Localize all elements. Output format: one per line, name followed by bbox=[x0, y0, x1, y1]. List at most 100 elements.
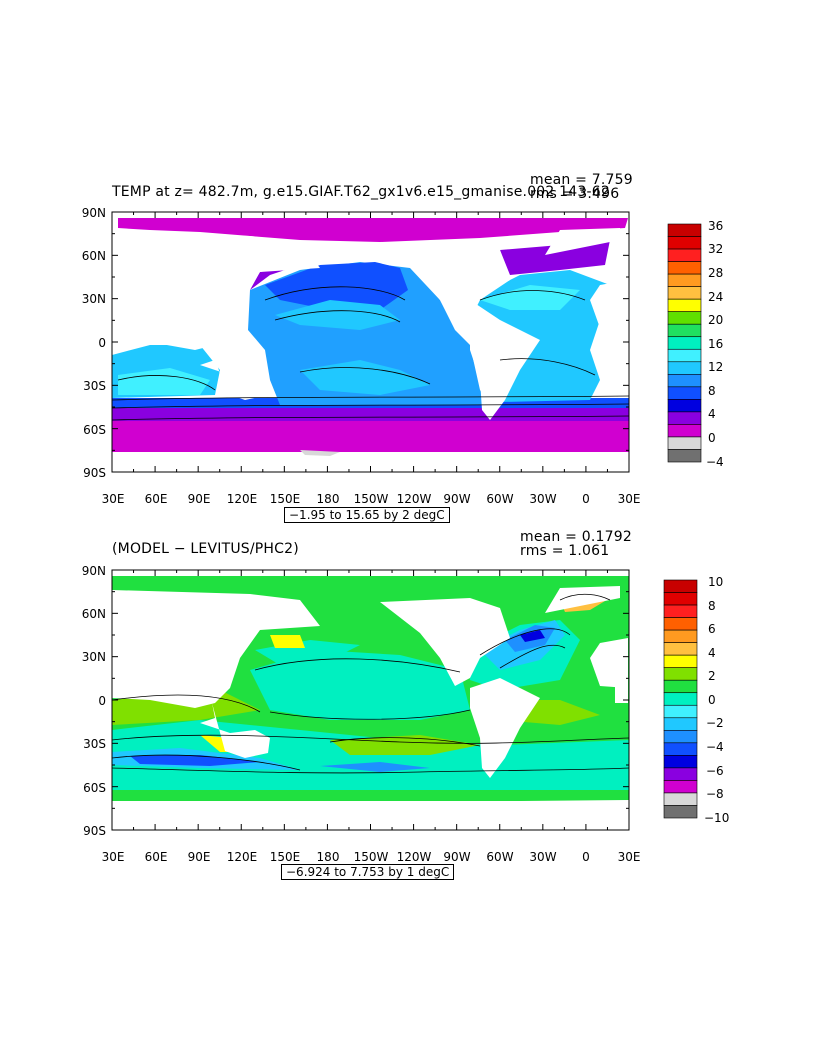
colorbar-swatch bbox=[667, 386, 702, 400]
panel1-lon-label: 120E bbox=[226, 492, 258, 506]
colorbar-swatch bbox=[663, 667, 698, 681]
colorbar-swatch bbox=[667, 286, 702, 300]
panel2-lon-label: 30E bbox=[617, 850, 641, 864]
panel2-lon-label: 60E bbox=[144, 850, 168, 864]
panel2-cyan-pacific bbox=[250, 650, 470, 720]
colorbar-label: −4 bbox=[706, 455, 724, 469]
panel2-lon-label: 120W bbox=[396, 850, 432, 864]
colorbar-swatch bbox=[663, 704, 698, 719]
panel1-lat-label: 30S bbox=[83, 379, 106, 393]
colorbar-label: −6 bbox=[706, 764, 724, 778]
colorbar-swatch bbox=[663, 805, 698, 819]
panel1-lon-label: 150W bbox=[353, 492, 389, 506]
colorbar-swatch bbox=[667, 311, 702, 325]
colorbar-swatch bbox=[667, 411, 702, 425]
panel1-lon-label: 30W bbox=[529, 492, 557, 506]
colorbar-swatch bbox=[667, 223, 702, 237]
panel1-lon-label: 90W bbox=[443, 492, 471, 506]
panel1-contour-info: −1.95 to 15.65 by 2 degC bbox=[284, 507, 450, 523]
colorbar-swatch bbox=[663, 692, 698, 706]
panel1-lat-label: 30N bbox=[81, 292, 106, 306]
colorbar-label: −4 bbox=[706, 740, 724, 754]
panel1-lon-label: 30E bbox=[617, 492, 641, 506]
colorbar-swatch bbox=[667, 298, 702, 312]
colorbar-swatch bbox=[667, 449, 702, 463]
panel1-arctic bbox=[118, 218, 628, 242]
panel1-lat-label: 90N bbox=[81, 206, 106, 220]
colorbar-label: 0 bbox=[708, 431, 716, 445]
colorbar-label: 24 bbox=[708, 290, 724, 304]
colorbar-label: 16 bbox=[708, 337, 724, 351]
colorbar-label: −10 bbox=[704, 811, 730, 825]
panel2-lon-label: 120E bbox=[226, 850, 258, 864]
panel1-contours bbox=[111, 286, 630, 421]
axis-ticks bbox=[111, 211, 630, 831]
panel2-mean: mean = 0.1792 bbox=[520, 529, 632, 545]
colorbar-swatch bbox=[667, 424, 702, 438]
panel2-antarctica bbox=[112, 800, 629, 830]
panel2-contour-info: −6.924 to 7.753 by 1 degC bbox=[281, 864, 455, 880]
colorbar-swatch bbox=[663, 730, 698, 744]
panel1-colorbar bbox=[667, 223, 702, 463]
colorbar-label: 8 bbox=[708, 384, 716, 398]
colorbar-label: 10 bbox=[708, 575, 724, 589]
colorbar-swatch bbox=[667, 261, 702, 275]
panel1-lon-label: 60W bbox=[486, 492, 514, 506]
panel2-contours bbox=[111, 593, 630, 774]
panel1-land bbox=[112, 228, 628, 420]
colorbar-swatch bbox=[667, 436, 702, 450]
colorbar-swatch bbox=[667, 399, 702, 413]
panel1-lon-label: 90E bbox=[187, 492, 211, 506]
panel2-lon-label: 150E bbox=[269, 850, 301, 864]
colorbar-swatch bbox=[663, 742, 698, 756]
colorbar-swatch bbox=[663, 792, 698, 806]
colorbar-label: 12 bbox=[708, 360, 724, 374]
colorbar-swatch bbox=[663, 629, 698, 643]
colorbar-label: 4 bbox=[708, 646, 716, 660]
panel2-lon-label: 30E bbox=[101, 850, 125, 864]
panel2-lon-label: 0 bbox=[582, 850, 590, 864]
colorbar-label: 28 bbox=[708, 266, 724, 280]
panel2-title: (MODEL − LEVITUS/PHC2) bbox=[112, 541, 299, 557]
panel1-lon-label: 0 bbox=[582, 492, 590, 506]
panel2-lon-label: 60W bbox=[486, 850, 514, 864]
colorbar-swatch bbox=[663, 679, 698, 694]
colorbar-label: 4 bbox=[708, 407, 716, 421]
panel1-lat-label: 0 bbox=[98, 336, 106, 350]
colorbar-swatch bbox=[667, 361, 702, 375]
panel1-lon-label: 60E bbox=[144, 492, 168, 506]
panel2-lat-label: 60S bbox=[83, 781, 106, 795]
colorbar-label: 6 bbox=[708, 622, 716, 636]
colorbar-swatch bbox=[663, 604, 698, 618]
panel2-land bbox=[112, 586, 628, 778]
colorbar-label: 36 bbox=[708, 219, 724, 233]
panel2-lat-label: 0 bbox=[98, 694, 106, 708]
panel2-lat-label: 30N bbox=[81, 650, 106, 664]
colorbar-swatch bbox=[663, 755, 698, 769]
colorbar-swatch bbox=[663, 642, 698, 656]
panel1-mean: mean = 7.759 bbox=[530, 172, 633, 188]
panel1-lon-label: 180 bbox=[316, 492, 340, 506]
colorbar-swatch bbox=[667, 236, 702, 250]
panel1-lat-label: 90S bbox=[83, 466, 106, 480]
panel1-title: TEMP at z= 482.7m, g.e15.GIAF.T62_gx1v6.… bbox=[112, 184, 610, 200]
panel2-lat-label: 90N bbox=[81, 564, 106, 578]
colorbar-swatch bbox=[663, 579, 698, 593]
panel1-lon-label: 150E bbox=[269, 492, 301, 506]
colorbar-swatch bbox=[667, 374, 702, 388]
panel2-lat-label: 60N bbox=[81, 607, 106, 621]
colorbar-swatch bbox=[667, 336, 702, 350]
panel1-lat-label: 60S bbox=[83, 423, 106, 437]
colorbar-swatch bbox=[663, 592, 698, 606]
colorbar-label: 8 bbox=[708, 599, 716, 613]
colorbar-swatch bbox=[663, 617, 698, 631]
colorbar-swatch bbox=[667, 323, 702, 338]
panel2-lat-label: 30S bbox=[83, 737, 106, 751]
panel2-rms: rms = 1.061 bbox=[520, 543, 610, 559]
panel2-lon-label: 90E bbox=[187, 850, 211, 864]
colorbar-label: −2 bbox=[706, 716, 724, 730]
colorbar-swatch bbox=[663, 767, 698, 781]
colorbar-label: 32 bbox=[708, 242, 724, 256]
colorbar-label: 20 bbox=[708, 313, 724, 327]
